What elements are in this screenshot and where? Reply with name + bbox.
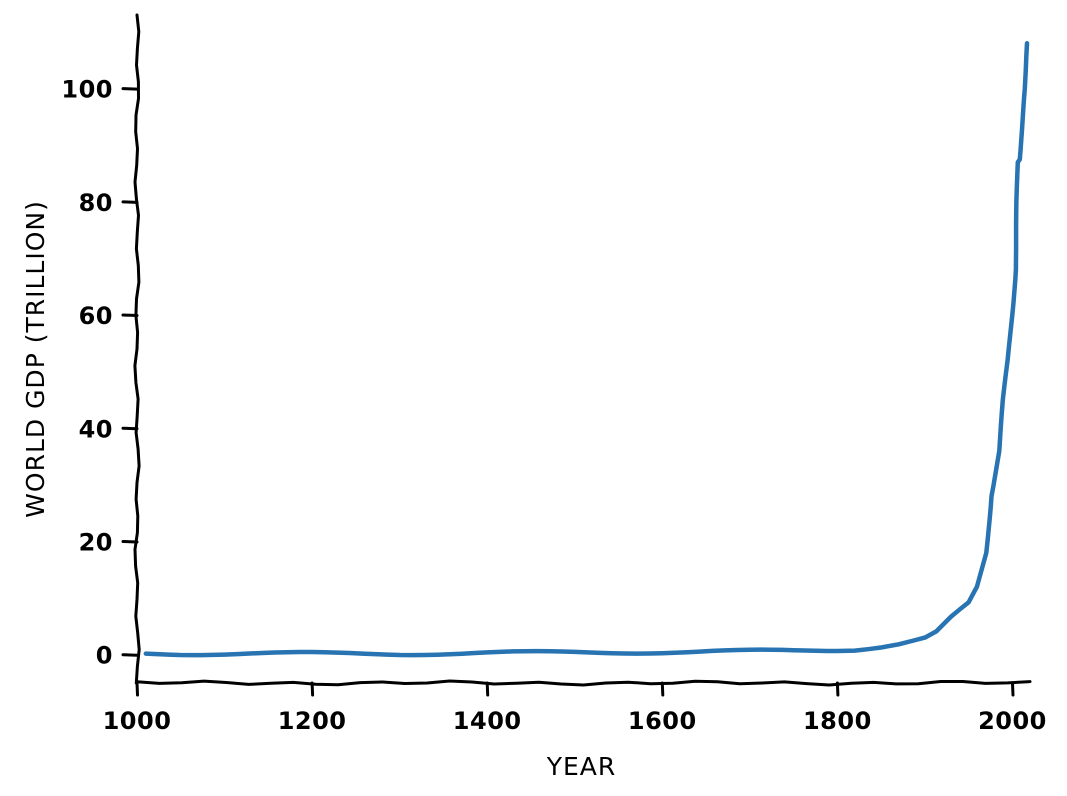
- y-tick-label: 20: [79, 528, 113, 556]
- y-tick-mark: [121, 200, 139, 204]
- y-tick-label: 40: [79, 415, 113, 443]
- x-tick-mark: [835, 681, 840, 697]
- series: [143, 41, 1030, 658]
- y-tick-label: 100: [61, 76, 113, 104]
- y-axis-title: WORLD GDP (TRILLION): [21, 200, 50, 518]
- y-tick-label: 60: [79, 302, 113, 330]
- x-tick-mark: [660, 681, 665, 697]
- y-tick-mark: [121, 313, 139, 318]
- x-tick-label: 1200: [278, 707, 347, 735]
- x-tick-label: 1600: [628, 707, 697, 735]
- tick-marks: [121, 87, 1015, 697]
- y-tick-mark: [121, 653, 139, 657]
- x-tick-mark: [1010, 681, 1015, 697]
- gdp-series-line: [143, 41, 1030, 658]
- y-tick-label: 80: [79, 189, 113, 217]
- axes: [133, 13, 1032, 687]
- y-tick-mark: [121, 87, 139, 91]
- y-tick-mark: [121, 426, 139, 431]
- x-axis-title: YEAR: [546, 752, 617, 781]
- y-tick-mark: [121, 539, 139, 544]
- x-tick-label: 2000: [978, 707, 1047, 735]
- y-tick-label: 0: [96, 642, 113, 670]
- y-axis-line: [133, 13, 141, 685]
- x-tick-label: 1400: [453, 707, 522, 735]
- tick-labels: 1000 1200 1400 1600 1800 2000 0 20 40 60 80 100: [61, 76, 1046, 735]
- x-tick-label: 1000: [103, 707, 172, 735]
- x-axis-line: [135, 679, 1032, 687]
- x-tick-mark: [310, 681, 315, 697]
- x-tick-label: 1800: [803, 707, 872, 735]
- x-tick-mark: [135, 681, 139, 697]
- x-tick-mark: [485, 681, 490, 697]
